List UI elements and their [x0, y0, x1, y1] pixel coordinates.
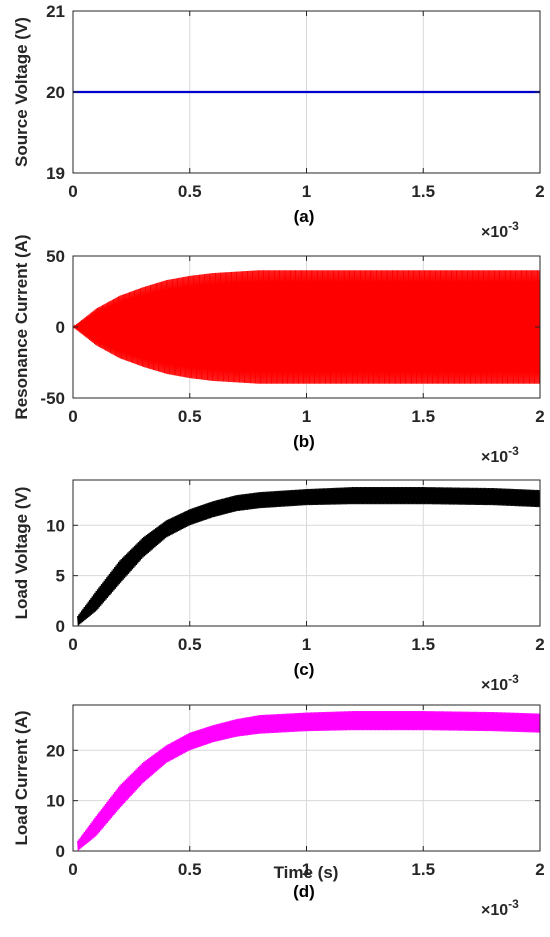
- y-tick-label-c-2: 10: [46, 516, 65, 535]
- series-line-d-0: [77, 711, 540, 851]
- y-axis-label-d: Load Current (A): [12, 710, 31, 845]
- x-tick-label-a-2: 1: [302, 182, 311, 201]
- x-tick-label-d-1: 0.5: [178, 860, 202, 879]
- subplot-caption-b: (b): [293, 432, 315, 451]
- y-axis-label-c: Load Voltage (V): [12, 487, 31, 620]
- y-tick-label-b-0: -50: [40, 389, 65, 408]
- x-multiplier-d: ×10-3: [481, 897, 519, 919]
- series-line-c-0: [77, 487, 540, 626]
- subplot-c: 0 0.5 1 1.5 2 0 5 10 Load Voltage (V) (c) ×10-3: [12, 479, 545, 694]
- subplot-a: 0 0.5 1 1.5 2 19 20 21 Source Voltage (V) (a) ×10-…: [12, 2, 545, 241]
- y-axis-label-b: Resonance Current (A): [12, 234, 31, 419]
- x-tick-label-c-2: 1: [302, 635, 311, 654]
- x-tick-label-c-0: 0: [68, 635, 77, 654]
- series-line-b-0: [73, 270, 540, 384]
- y-tick-label-a-0: 19: [46, 164, 65, 183]
- x-tick-label-a-3: 1.5: [411, 182, 435, 201]
- y-axis-label-a: Source Voltage (V): [12, 17, 31, 167]
- x-tick-label-b-3: 1.5: [411, 407, 435, 426]
- x-tick-label-d-3: 1.5: [411, 860, 435, 879]
- x-tick-label-d-2: 1: [302, 860, 311, 879]
- x-tick-label-c-4: 2: [535, 635, 544, 654]
- subplot-caption-d: (d): [293, 882, 315, 901]
- x-tick-label-b-1: 0.5: [178, 407, 202, 426]
- x-axis-label-d: Time (s): [274, 863, 339, 882]
- y-tick-label-b-1: 0: [56, 318, 65, 337]
- y-tick-label-a-2: 21: [46, 2, 65, 21]
- x-tick-label-c-3: 1.5: [411, 635, 435, 654]
- x-tick-label-a-0: 0: [68, 182, 77, 201]
- y-tick-label-c-0: 0: [56, 617, 65, 636]
- y-tick-label-b-2: 50: [46, 247, 65, 266]
- data-b: [73, 270, 540, 384]
- y-tick-label-d-1: 10: [46, 792, 65, 811]
- x-multiplier-a: ×10-3: [481, 219, 519, 241]
- x-tick-label-b-4: 2: [535, 407, 544, 426]
- x-multiplier-b: ×10-3: [481, 444, 519, 466]
- y-tick-label-c-1: 5: [56, 567, 65, 586]
- subplot-caption-a: (a): [294, 207, 315, 226]
- x-tick-label-b-2: 1: [302, 407, 311, 426]
- x-multiplier-c: ×10-3: [481, 672, 519, 694]
- subplot-caption-c: (c): [294, 660, 315, 679]
- y-tick-label-d-2: 20: [46, 741, 65, 760]
- data-d: [77, 711, 540, 851]
- x-tick-label-d-0: 0: [68, 860, 77, 879]
- data-c: [77, 487, 540, 626]
- x-tick-label-b-0: 0: [68, 407, 77, 426]
- x-tick-label-a-4: 2: [535, 182, 544, 201]
- x-tick-label-c-1: 0.5: [178, 635, 202, 654]
- x-tick-label-d-4: 2: [535, 860, 544, 879]
- y-tick-label-a-1: 20: [46, 83, 65, 102]
- x-tick-label-a-1: 0.5: [178, 182, 202, 201]
- y-tick-label-d-0: 0: [56, 842, 65, 861]
